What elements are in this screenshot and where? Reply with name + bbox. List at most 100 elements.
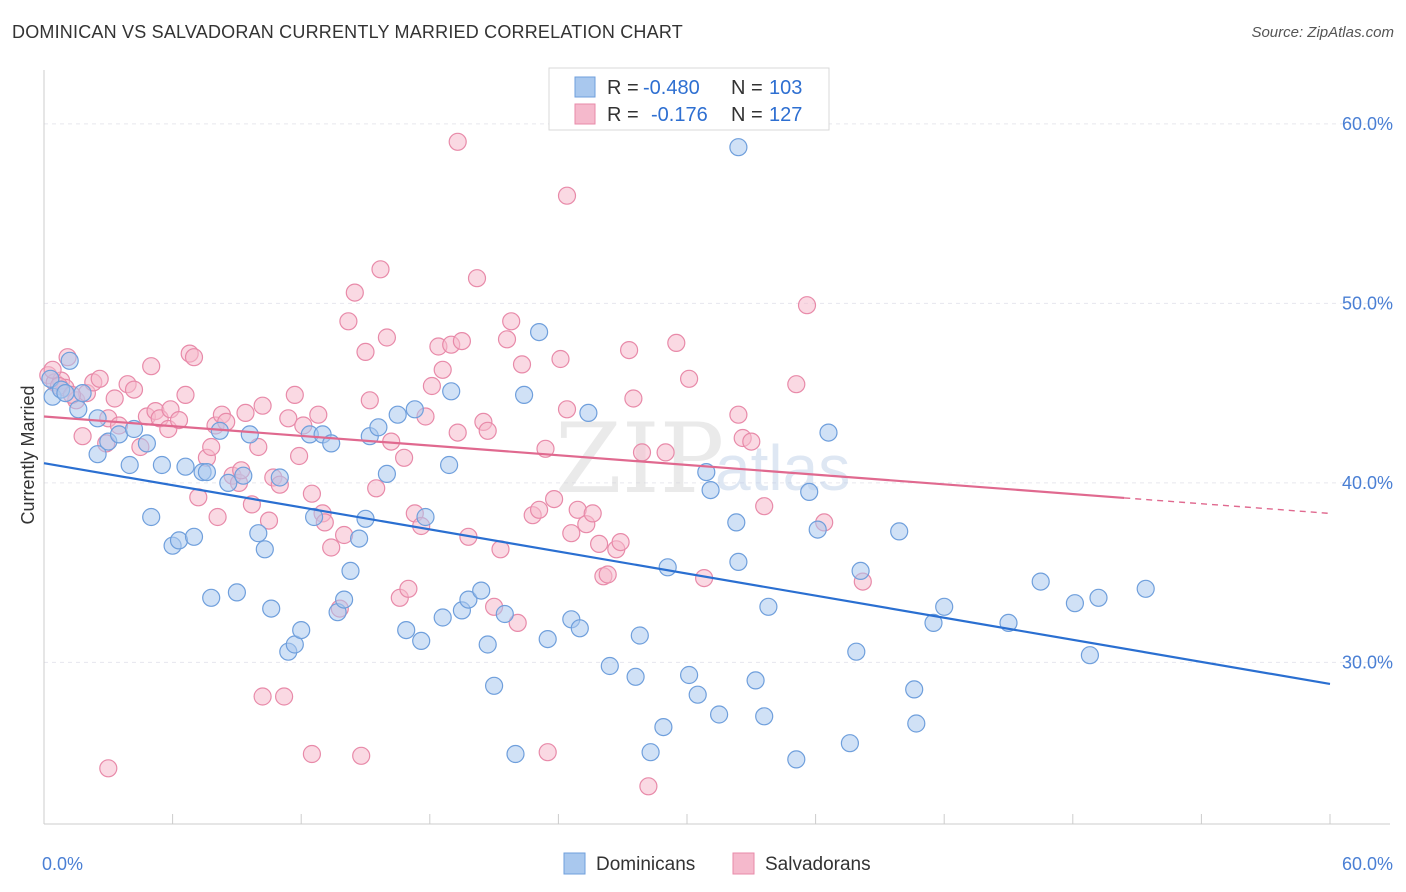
dominican-point (176, 457, 195, 476)
y-tick-label: 30.0% (1342, 652, 1393, 672)
dominican-point (270, 468, 289, 487)
legend-n-value-salvadorans: 127 (769, 104, 802, 126)
top-legend: R = -0.480 N = 103 R = -0.176 N = 127 (548, 67, 830, 131)
dominican-point (506, 744, 525, 764)
y-tick-label: 40.0% (1342, 473, 1393, 493)
dominican-point (88, 409, 107, 428)
salvadoran-point (478, 421, 497, 440)
salvadoran-point (422, 376, 441, 396)
dominican-point (388, 405, 407, 424)
y-tick-label: 60.0% (1342, 114, 1393, 134)
trend-lines (43, 415, 1331, 686)
dominican-point (197, 463, 216, 482)
axes (43, 70, 1390, 825)
salvadoran-point (448, 423, 467, 442)
dominican-point (658, 558, 677, 577)
dominican-point (538, 629, 557, 649)
dominican-point (234, 466, 253, 485)
dominican-point (924, 613, 943, 633)
dominican-point (60, 351, 79, 370)
dominican-point (630, 626, 649, 645)
salvadoran-point (742, 432, 761, 451)
dominican-point (350, 529, 369, 548)
salvadoran-point (105, 389, 124, 408)
salvadoran-point (259, 511, 279, 530)
dominican-point (729, 552, 748, 572)
salvadoran-point (467, 269, 487, 288)
x-tick-label: 60.0% (1342, 854, 1393, 874)
dominican-point (169, 531, 189, 550)
x-tick-labels: 0.0% 60.0% (42, 854, 1393, 874)
dominican-point (249, 524, 268, 543)
salvadoran-point (142, 357, 161, 376)
salvadoran-point (184, 348, 204, 367)
dominican-point (808, 520, 827, 539)
y-tick-labels: 30.0% 40.0% 50.0% 60.0% (1342, 114, 1393, 673)
bottom-legend: Dominicans Salvadorans (563, 852, 871, 875)
salvadoran-point (797, 296, 817, 315)
salvadoran-point (395, 448, 414, 467)
dominican-point (41, 369, 60, 388)
dominican-point (626, 667, 645, 686)
dominicans-points (41, 138, 1155, 769)
dominican-point (641, 743, 660, 762)
salvadoran-point (322, 538, 341, 557)
salvadoran-point (377, 328, 396, 347)
dominican-point (1136, 579, 1155, 598)
dominican-point (341, 561, 360, 581)
dominican-point (701, 481, 720, 500)
dominican-point (219, 473, 238, 492)
dominican-point (442, 382, 461, 401)
dominican-point (1089, 588, 1108, 607)
salvadoran-point (290, 446, 309, 466)
salvadoran-point (253, 396, 272, 415)
salvadoran-point (656, 443, 675, 462)
dominican-point (69, 400, 88, 419)
salvadoran-point (309, 405, 328, 424)
dominican-point (184, 527, 204, 546)
legend-swatch-salvadorans (574, 103, 596, 125)
dominican-point (478, 635, 497, 654)
dominican-point (1031, 572, 1050, 591)
dominican-point (579, 403, 598, 422)
dominican-point (142, 507, 161, 527)
dominican-point (240, 425, 259, 444)
legend-swatch-dominicans (574, 76, 596, 98)
salvadoran-point (667, 333, 686, 352)
dominican-point (56, 384, 75, 403)
salvadoran-point (169, 411, 189, 430)
dominican-point (227, 583, 246, 602)
dominican-point (759, 597, 778, 616)
salvadoran-point (279, 409, 298, 428)
salvadoran-point (502, 312, 521, 331)
dominican-point (890, 522, 909, 541)
salvadorans-trend-extension (1124, 497, 1331, 515)
salvadoran-point (632, 443, 652, 462)
salvadoran-point (236, 403, 255, 422)
dominican-point (440, 455, 459, 475)
dominican-point (935, 597, 954, 616)
salvadoran-point (285, 385, 304, 404)
salvadoran-point (538, 743, 557, 762)
legend-r-label-salvadorans: R = (607, 104, 639, 126)
top-legend-box (548, 67, 830, 131)
salvadoran-point (99, 759, 118, 778)
salvadoran-point (583, 504, 602, 523)
legend-n-value-dominicans: 103 (769, 77, 802, 99)
legend-r-label-dominicans: R = (607, 77, 639, 99)
dominican-point (495, 604, 514, 624)
salvadoran-point (611, 532, 630, 552)
salvadoran-point (639, 777, 658, 796)
dominican-point (377, 464, 396, 483)
dominican-point (292, 620, 311, 640)
legend-r-value-salvadorans: -0.176 (651, 104, 708, 126)
salvadoran-point (275, 687, 294, 706)
salvadoran-point (497, 330, 517, 349)
salvadoran-point (787, 375, 806, 394)
y-tick-label: 50.0% (1342, 293, 1393, 313)
salvadoran-point (624, 389, 643, 408)
dominican-point (697, 463, 716, 482)
dominican-point (405, 400, 424, 419)
dominican-point (654, 717, 673, 737)
